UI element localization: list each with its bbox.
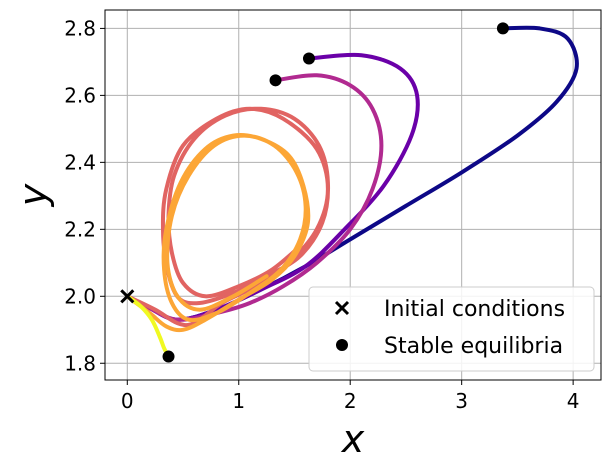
y-tick-label: 2.6 [64, 83, 96, 107]
x-tick-label: 4 [567, 389, 580, 413]
ticks: 0 1 2 3 4 1.8 2.0 2.2 2.4 2.6 2.8 [64, 16, 579, 413]
y-tick-label: 2.8 [64, 16, 96, 40]
legend-stable-equilibria: Stable equilibria [384, 334, 563, 359]
x-tick-label: 0 [121, 389, 134, 413]
axes-frame [104, 9, 602, 381]
legend-box [308, 286, 595, 372]
trajectories [125, 25, 579, 359]
x-tick-label: 1 [232, 389, 245, 413]
trajectory-line-4 [125, 132, 311, 333]
y-axis-label: y [11, 183, 55, 207]
equilibrium-point [302, 52, 315, 65]
x-marker-stroke [120, 289, 135, 304]
initial-condition-marker [120, 289, 135, 304]
trajectory-line-5 [125, 294, 171, 359]
x-tick-label: 3 [455, 389, 468, 413]
x-tick-label: 2 [344, 389, 357, 413]
x-axis-label: x [341, 417, 365, 461]
trajectory-line-2 [125, 73, 384, 322]
y-tick-label: 2.2 [64, 217, 96, 241]
markers [120, 22, 509, 363]
equilibrium-point [269, 74, 282, 87]
y-tick-label: 2.4 [64, 150, 96, 174]
legend-dot-marker-icon [336, 339, 348, 351]
y-tick-label: 1.8 [64, 351, 96, 375]
equilibrium-point [162, 350, 175, 363]
trajectory-line-3 [125, 106, 331, 328]
y-tick-label: 2.0 [64, 284, 96, 308]
legend-x-stroke [334, 300, 350, 316]
equilibrium-point [496, 22, 509, 35]
legend: Initial conditions Stable equilibria [308, 286, 595, 372]
legend-initial-conditions: Initial conditions [384, 297, 565, 322]
trajectory-line-0 [125, 25, 579, 322]
legend-x-marker-icon [334, 300, 350, 316]
